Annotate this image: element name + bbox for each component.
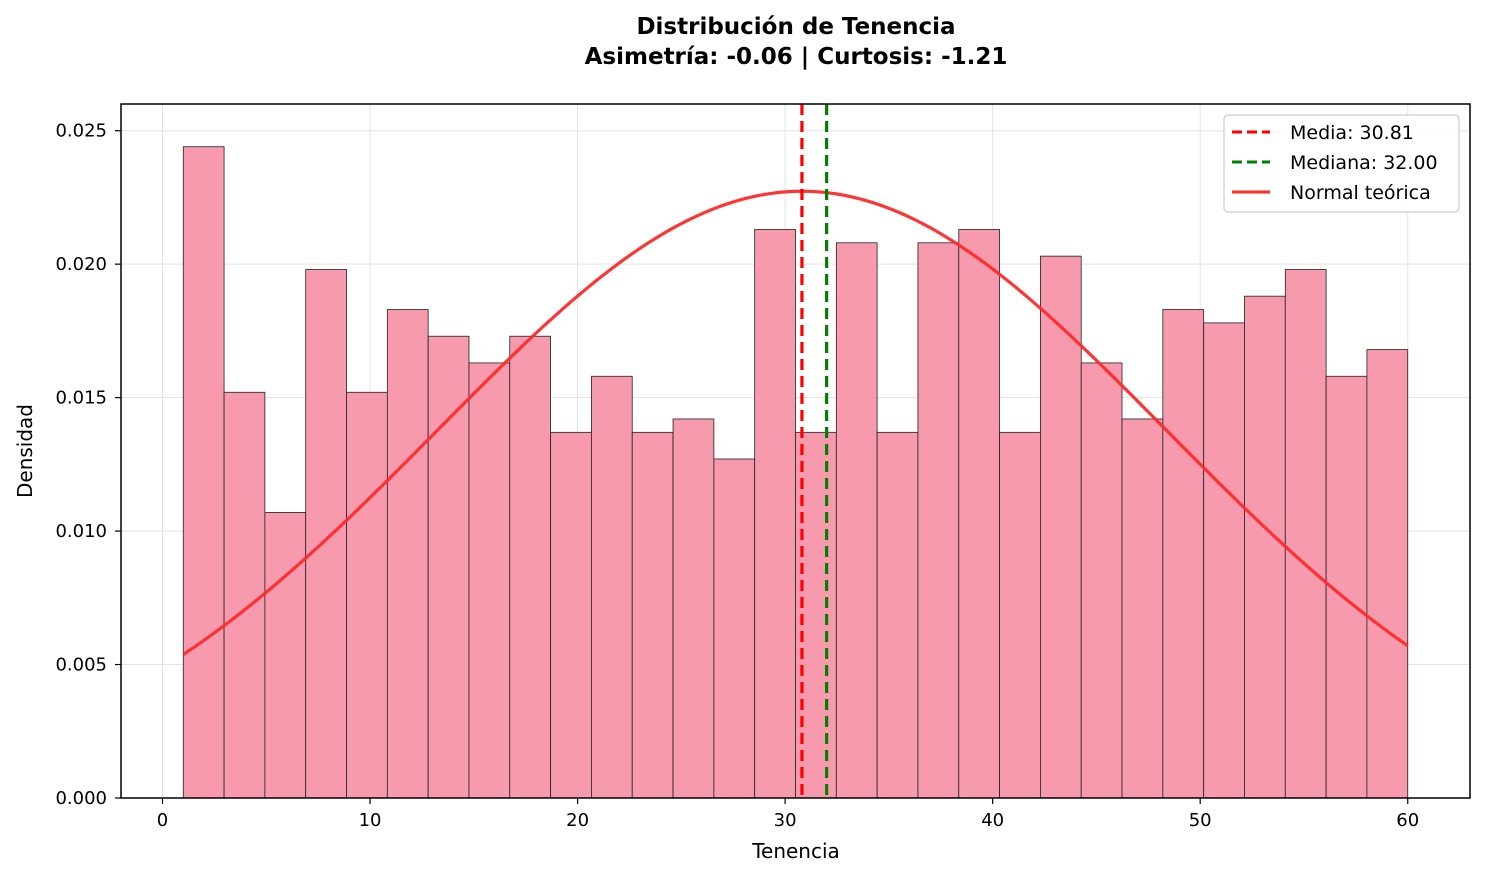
histogram-bar: [754, 229, 796, 799]
y-tick-label: 0.015: [55, 388, 107, 409]
histogram-bar: [999, 431, 1041, 799]
normal-curve-group: [182, 189, 1409, 656]
y-tick-label: 0.025: [55, 121, 107, 142]
x-axis-label: Tenencia: [751, 839, 840, 863]
histogram-bar: [223, 391, 266, 799]
y-tick-label: 0.010: [55, 521, 107, 542]
x-tick-label: 20: [566, 810, 589, 831]
histogram-bar: [917, 242, 960, 799]
y-tick-label: 0.020: [55, 254, 107, 275]
histogram-bar: [264, 511, 307, 799]
legend-box: [1223, 114, 1460, 213]
x-tick-label: 40: [981, 810, 1004, 831]
histogram-bar: [713, 458, 756, 799]
legend: Media: 30.81 Mediana: 32.00 Normal teóri…: [1223, 114, 1460, 213]
histogram-bar: [1080, 362, 1123, 799]
y-tick-label: 0.005: [55, 655, 107, 676]
histogram-bar: [427, 335, 470, 799]
histogram-bar: [182, 146, 225, 799]
x-axis-ticks: 0 10 20 30 40 50 60: [157, 798, 1419, 831]
histogram-bar: [672, 418, 715, 799]
x-tick-label: 30: [774, 810, 797, 831]
histogram-bar: [1162, 309, 1205, 799]
legend-median-label: Mediana: 32.00: [1290, 152, 1438, 174]
histogram-bar: [386, 309, 429, 799]
y-axis-ticks: 0.000 0.005 0.010 0.015 0.020 0.025: [55, 121, 121, 809]
x-tick-label: 0: [157, 810, 168, 831]
histogram-bar: [591, 375, 633, 799]
histogram-bar: [550, 431, 592, 799]
histogram-bar: [1244, 295, 1286, 799]
x-tick-label: 10: [359, 810, 382, 831]
histogram-bar: [876, 431, 919, 799]
histogram-bar: [631, 431, 674, 799]
x-tick-label: 50: [1189, 810, 1212, 831]
legend-mean-label: Media: 30.81: [1290, 122, 1414, 144]
histogram-bar: [1284, 269, 1327, 799]
chart-subtitle: Asimetría: -0.06 | Curtosis: -1.21: [585, 44, 1008, 70]
histogram-bar: [305, 269, 347, 799]
legend-normal-label: Normal teórica: [1290, 182, 1431, 204]
chart-title: Distribución de Tenencia: [636, 14, 955, 40]
histogram-bar: [958, 229, 1000, 799]
normal-curve: [182, 189, 1409, 656]
histogram-bar: [468, 362, 511, 799]
histogram-bar: [346, 391, 388, 799]
histogram-bar: [1039, 255, 1082, 799]
y-axis-label: Densidad: [13, 404, 37, 498]
histogram-bar: [1366, 349, 1409, 799]
plot-frame: [120, 103, 1471, 799]
histogram-bar: [1203, 322, 1245, 799]
y-tick-label: 0.000: [55, 788, 107, 809]
histogram-bar: [509, 335, 552, 799]
x-tick-label: 60: [1396, 810, 1419, 831]
histogram-bar: [835, 242, 878, 799]
histogram-bar: [1121, 418, 1164, 799]
reference-lines: [800, 104, 829, 798]
